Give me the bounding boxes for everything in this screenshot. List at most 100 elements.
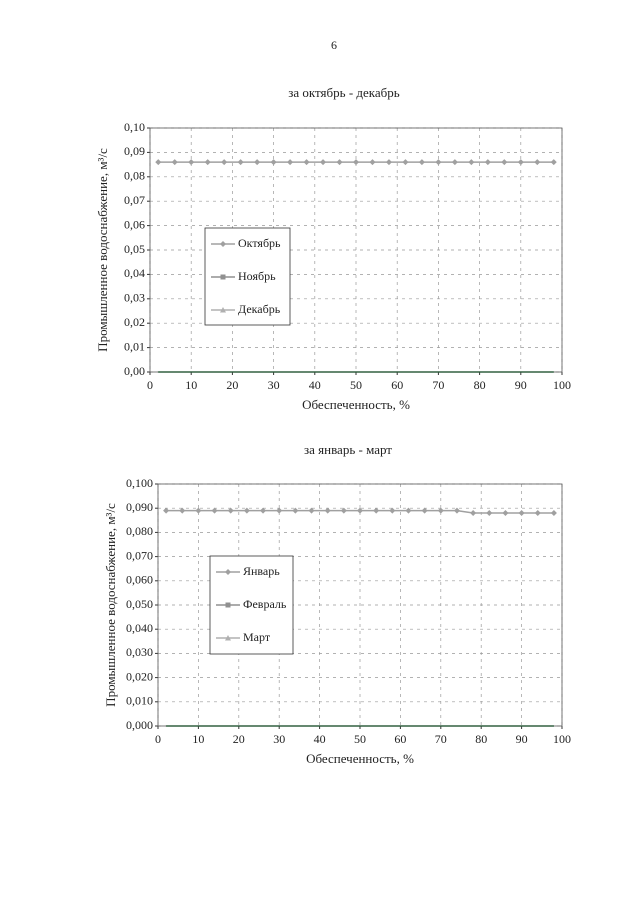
- y-tick-label: 0,09: [124, 144, 145, 158]
- legend-label: Январь: [243, 564, 280, 578]
- data-point: [276, 507, 283, 514]
- data-point: [221, 159, 228, 166]
- data-point: [188, 159, 195, 166]
- x-tick-label: 20: [226, 378, 238, 392]
- data-point: [468, 159, 475, 166]
- data-point: [389, 507, 396, 514]
- data-point: [243, 507, 250, 514]
- page-number: 6: [331, 38, 337, 52]
- data-point: [357, 507, 363, 514]
- x-tick-label: 80: [475, 732, 487, 746]
- data-point: [550, 159, 557, 166]
- legend-label: Октябрь: [238, 236, 281, 250]
- data-point: [373, 507, 380, 514]
- y-tick-label: 0,02: [124, 315, 145, 329]
- data-point: [534, 159, 541, 166]
- data-point: [402, 159, 409, 166]
- data-point: [517, 159, 524, 166]
- x-tick-label: 80: [474, 378, 486, 392]
- data-point: [292, 507, 299, 514]
- data-point: [484, 159, 491, 166]
- data-point: [211, 507, 218, 514]
- x-tick-label: 100: [553, 732, 571, 746]
- data-point: [534, 510, 541, 517]
- data-point: [369, 159, 376, 166]
- legend-label: Февраль: [243, 597, 287, 611]
- y-tick-label: 0,080: [126, 524, 153, 538]
- y-tick-label: 0,010: [126, 694, 153, 708]
- chart-title: за октябрь - декабрь: [288, 85, 400, 100]
- data-point: [470, 510, 477, 517]
- y-tick-label: 0,10: [124, 120, 145, 134]
- data-point: [518, 510, 525, 517]
- x-tick-label: 60: [394, 732, 406, 746]
- data-point: [437, 507, 444, 514]
- y-tick-label: 0,030: [126, 645, 153, 659]
- y-tick-label: 0,020: [126, 669, 153, 683]
- x-tick-label: 90: [516, 732, 528, 746]
- x-tick-label: 0: [155, 732, 161, 746]
- data-point: [171, 159, 178, 166]
- data-point: [270, 159, 277, 166]
- y-tick-label: 0,08: [124, 169, 145, 183]
- data-point: [179, 507, 186, 514]
- y-axis-label: Промышленное водоснабжение, м³/с: [103, 503, 118, 707]
- data-point: [260, 507, 267, 514]
- data-point: [435, 159, 442, 166]
- y-tick-label: 0,090: [126, 500, 153, 514]
- legend-marker: [225, 569, 231, 575]
- x-tick-label: 40: [309, 378, 321, 392]
- data-point: [418, 159, 425, 166]
- y-tick-label: 0,06: [124, 217, 145, 231]
- data-point: [324, 507, 331, 514]
- y-tick-label: 0,060: [126, 573, 153, 587]
- legend-marker: [220, 241, 226, 247]
- x-tick-label: 40: [314, 732, 326, 746]
- legend-label: Декабрь: [238, 302, 281, 316]
- data-point: [353, 159, 359, 166]
- data-point: [254, 159, 261, 166]
- x-tick-label: 70: [432, 378, 444, 392]
- data-point: [237, 159, 244, 166]
- y-tick-label: 0,000: [126, 718, 153, 732]
- data-point: [336, 159, 343, 166]
- data-point: [453, 507, 460, 514]
- legend-marker: [220, 274, 226, 280]
- x-tick-label: 10: [185, 378, 197, 392]
- x-tick-label: 50: [350, 378, 362, 392]
- data-point: [501, 159, 508, 166]
- y-tick-label: 0,05: [124, 242, 145, 256]
- y-tick-label: 0,04: [124, 266, 145, 280]
- x-axis-label: Обеспеченность, %: [306, 751, 414, 766]
- data-point: [502, 510, 509, 517]
- x-tick-label: 60: [391, 378, 403, 392]
- data-point: [486, 510, 493, 517]
- x-tick-label: 10: [192, 732, 204, 746]
- data-point: [320, 159, 327, 166]
- data-point: [421, 507, 428, 514]
- data-point: [405, 507, 412, 514]
- x-axis-label: Обеспеченность, %: [302, 397, 410, 412]
- y-axis-label: Промышленное водоснабжение, м³/с: [95, 148, 110, 352]
- chart-title: за январь - март: [304, 442, 392, 457]
- data-point: [340, 507, 347, 514]
- data-point: [163, 507, 170, 514]
- data-point: [195, 507, 202, 514]
- data-point: [451, 159, 458, 166]
- legend-label: Ноябрь: [238, 269, 276, 283]
- y-tick-label: 0,050: [126, 597, 153, 611]
- y-tick-label: 0,040: [126, 621, 153, 635]
- x-tick-label: 70: [435, 732, 447, 746]
- x-tick-label: 30: [273, 732, 285, 746]
- legend-marker: [225, 635, 231, 641]
- y-tick-label: 0,01: [124, 339, 145, 353]
- data-point: [227, 507, 234, 514]
- data-point: [303, 159, 310, 166]
- x-tick-label: 30: [268, 378, 280, 392]
- y-tick-label: 0,00: [124, 364, 145, 378]
- legend-marker: [220, 307, 226, 313]
- data-point: [385, 159, 392, 166]
- x-tick-label: 100: [553, 378, 571, 392]
- data-point: [204, 159, 211, 166]
- data-point: [155, 159, 162, 166]
